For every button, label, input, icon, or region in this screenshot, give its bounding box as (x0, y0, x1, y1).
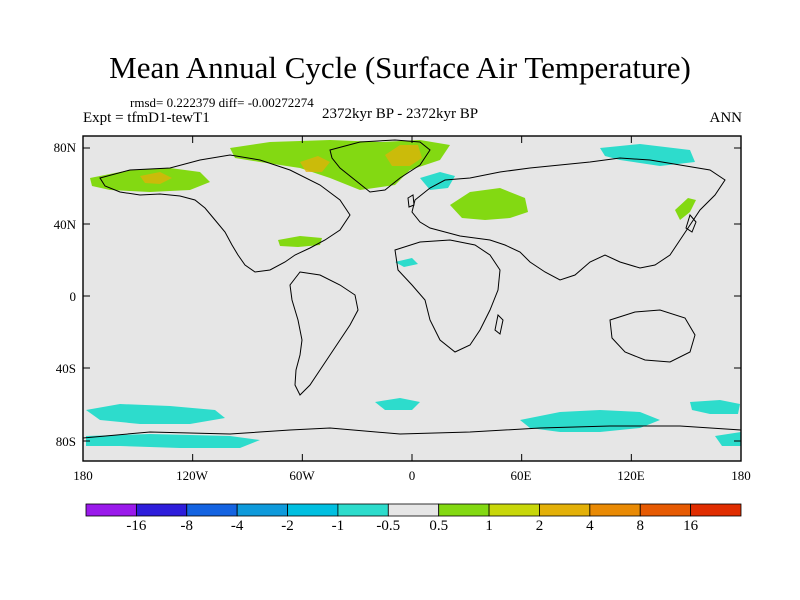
lon-label-60e: 60E (510, 468, 532, 483)
anomaly-patch-southern-pacific (86, 404, 225, 424)
anomaly-patch-antarctic-east (715, 432, 741, 446)
anomaly-patch-south-atlantic (375, 398, 420, 410)
anomaly-patch-barents (600, 144, 695, 166)
lon-label-0: 0 (408, 468, 416, 483)
colorbar-swatch-5 (337, 503, 389, 517)
colorbar-label-3: -2 (281, 518, 294, 534)
colorbar-label-8: 2 (535, 518, 544, 534)
colorbar-label-5: -0.5 (376, 518, 401, 534)
lon-label-120w: 120W (176, 468, 208, 483)
anomaly-patch-canada-warm (300, 156, 330, 172)
anomaly-patch-siberia (450, 188, 528, 220)
colorbar-label-4: -1 (331, 518, 345, 534)
lon-label-180e: 180 (731, 468, 751, 483)
anomaly-patch-greenland-warm (385, 145, 422, 166)
colorbar-swatch-8 (488, 503, 540, 517)
colorbar-label-11: 16 (683, 518, 699, 534)
coast-antarctica (82, 425, 742, 439)
lat-label-40s: 40S (55, 361, 76, 376)
anomaly-patch-america (278, 236, 322, 247)
lat-label-40n: 40N (53, 217, 76, 232)
coast-eurasia (411, 157, 726, 281)
colorbar-swatch-3 (236, 503, 288, 517)
anomaly-patch-east-asia (675, 198, 696, 220)
colorbar-label-9: 4 (586, 518, 594, 534)
colorbar-label-6: 0.5 (429, 518, 449, 534)
colorbar-swatch-2 (186, 503, 238, 517)
colorbar-label-2: -4 (230, 518, 244, 534)
lon-label-180w: 180 (73, 468, 93, 483)
colorbar-label-0: -16 (126, 518, 147, 534)
colorbar-swatch-12 (690, 503, 742, 517)
negative-anomaly-patches (86, 144, 741, 448)
colorbar-label-10: 8 (636, 518, 644, 534)
period-label: 2372kyr BP - 2372kyr BP (322, 106, 479, 122)
warm-anomaly-patches (140, 145, 422, 184)
anomaly-patch-atlantic-small (395, 258, 418, 267)
colorbar-swatch-6 (387, 503, 440, 517)
experiment-label: Expt = tfmD1-tewT1 (83, 110, 210, 126)
coast-north-america (99, 154, 351, 273)
lat-label-0: 0 (69, 289, 77, 304)
lon-label-120e: 120E (617, 468, 645, 483)
lat-label-80s: 80S (55, 434, 76, 449)
coast-africa (394, 239, 501, 353)
colorbar-swatch-11 (639, 503, 692, 517)
colorbar-swatch-7 (438, 503, 490, 517)
coast-uk (407, 194, 415, 208)
colorbar-swatch-0 (85, 503, 137, 517)
coast-australia (609, 309, 696, 363)
colorbar-swatch-10 (589, 503, 641, 517)
lat-label-80n: 80N (53, 140, 76, 155)
colorbar-swatch-9 (539, 503, 591, 517)
anomaly-patch-scandinavia (420, 172, 455, 190)
coast-greenland (329, 139, 431, 193)
coast-japan (685, 213, 697, 233)
season-label: ANN (709, 110, 743, 126)
axis-ticks (82, 136, 742, 461)
coast-south-america (289, 271, 359, 396)
coastlines (82, 139, 742, 439)
anomaly-patch-antarctic-coast (86, 434, 260, 448)
anomaly-patch-alaska-warm (140, 172, 172, 184)
colorbar-label-1: -8 (180, 518, 194, 534)
colorbar-swatch-4 (287, 503, 339, 517)
colorbar (85, 503, 742, 517)
coast-madagascar (494, 313, 504, 335)
figure-title: Mean Annual Cycle (Surface Air Temperatu… (109, 50, 691, 85)
colorbar-swatch-1 (135, 503, 188, 517)
anomaly-patch-southern-east (690, 400, 740, 414)
stats-text: rmsd= 0.222379 diff= -0.00272274 (130, 95, 314, 110)
colorbar-label-7: 1 (485, 518, 493, 534)
lon-label-60w: 60W (289, 468, 315, 483)
